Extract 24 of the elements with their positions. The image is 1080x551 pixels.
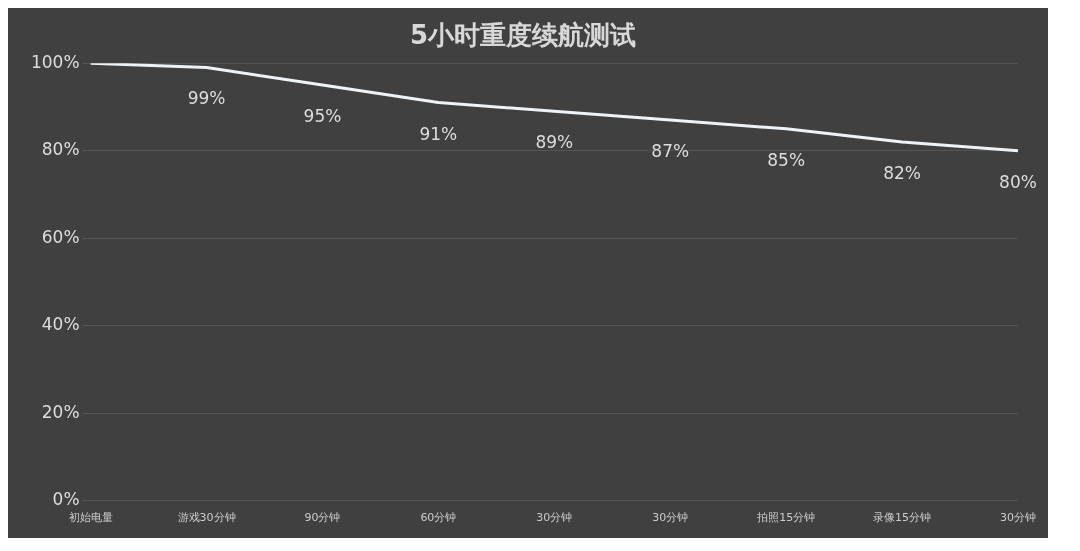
x-tick-label: 游戏30分钟: [177, 511, 236, 525]
data-label: 95%: [303, 106, 342, 126]
data-label: 80%: [999, 171, 1037, 192]
x-tick-label: 60分钟: [420, 511, 457, 525]
x-tick-label: 初始电量: [68, 511, 113, 525]
x-tick-label: 30分钟: [652, 511, 689, 525]
x-tick-label: 拍照15分钟: [756, 511, 816, 525]
x-tick-label: 30分钟: [1000, 511, 1036, 525]
y-tick-label: 60%: [41, 226, 80, 247]
y-tick-label: 40%: [41, 314, 80, 335]
data-label: 85%: [767, 149, 806, 170]
data-label: 99%: [187, 88, 226, 109]
chart-title: 5小时重度续航测试: [409, 20, 637, 51]
data-label: 91%: [419, 123, 458, 144]
x-tick-label: 录像15分钟: [873, 511, 932, 525]
x-tick-label: 30分钟: [536, 511, 573, 525]
data-label: 89%: [535, 132, 574, 153]
data-label: 87%: [651, 141, 690, 162]
x-tick-label: 90分钟: [304, 511, 341, 525]
y-tick-label: 0%: [52, 489, 80, 510]
y-tick-label: 80%: [41, 139, 80, 160]
y-tick-label: 20%: [41, 401, 80, 422]
data-label: 82%: [883, 162, 921, 183]
y-tick-label: 100%: [30, 51, 80, 72]
